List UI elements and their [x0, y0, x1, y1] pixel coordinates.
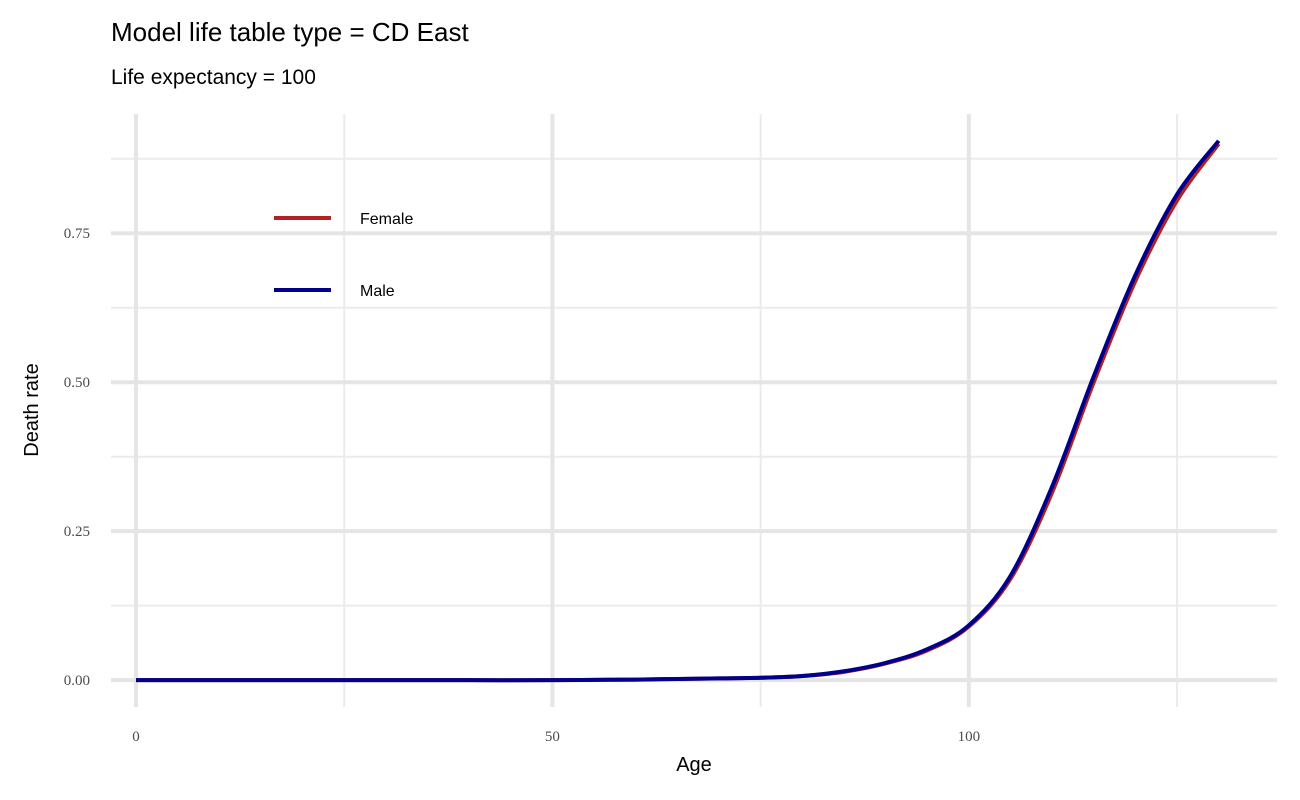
y-tick-label: 0.00 — [64, 673, 90, 689]
series-line-female — [135, 142, 1221, 683]
x-axis-title: Age — [676, 754, 712, 776]
x-tick-label: 100 — [958, 729, 981, 745]
series-lines — [135, 139, 1221, 683]
gridlines — [111, 114, 1277, 707]
legend-label-male: Male — [360, 283, 395, 300]
y-tick-label: 0.75 — [64, 226, 90, 242]
tick-labels: 0 50 100 0.00 0.25 0.50 0.75 — [64, 226, 980, 745]
y-tick-label: 0.50 — [64, 375, 90, 391]
y-axis-title: Death rate — [21, 363, 43, 456]
x-tick-label: 50 — [545, 729, 560, 745]
chart-subtitle: Life expectancy = 100 — [111, 66, 316, 89]
legend-label-female: Female — [360, 211, 413, 228]
series-line-male — [135, 139, 1221, 683]
x-tick-label: 0 — [132, 729, 140, 745]
legend: Female Male — [274, 211, 413, 300]
chart-title: Model life table type = CD East — [111, 17, 469, 47]
y-tick-label: 0.25 — [64, 524, 90, 540]
